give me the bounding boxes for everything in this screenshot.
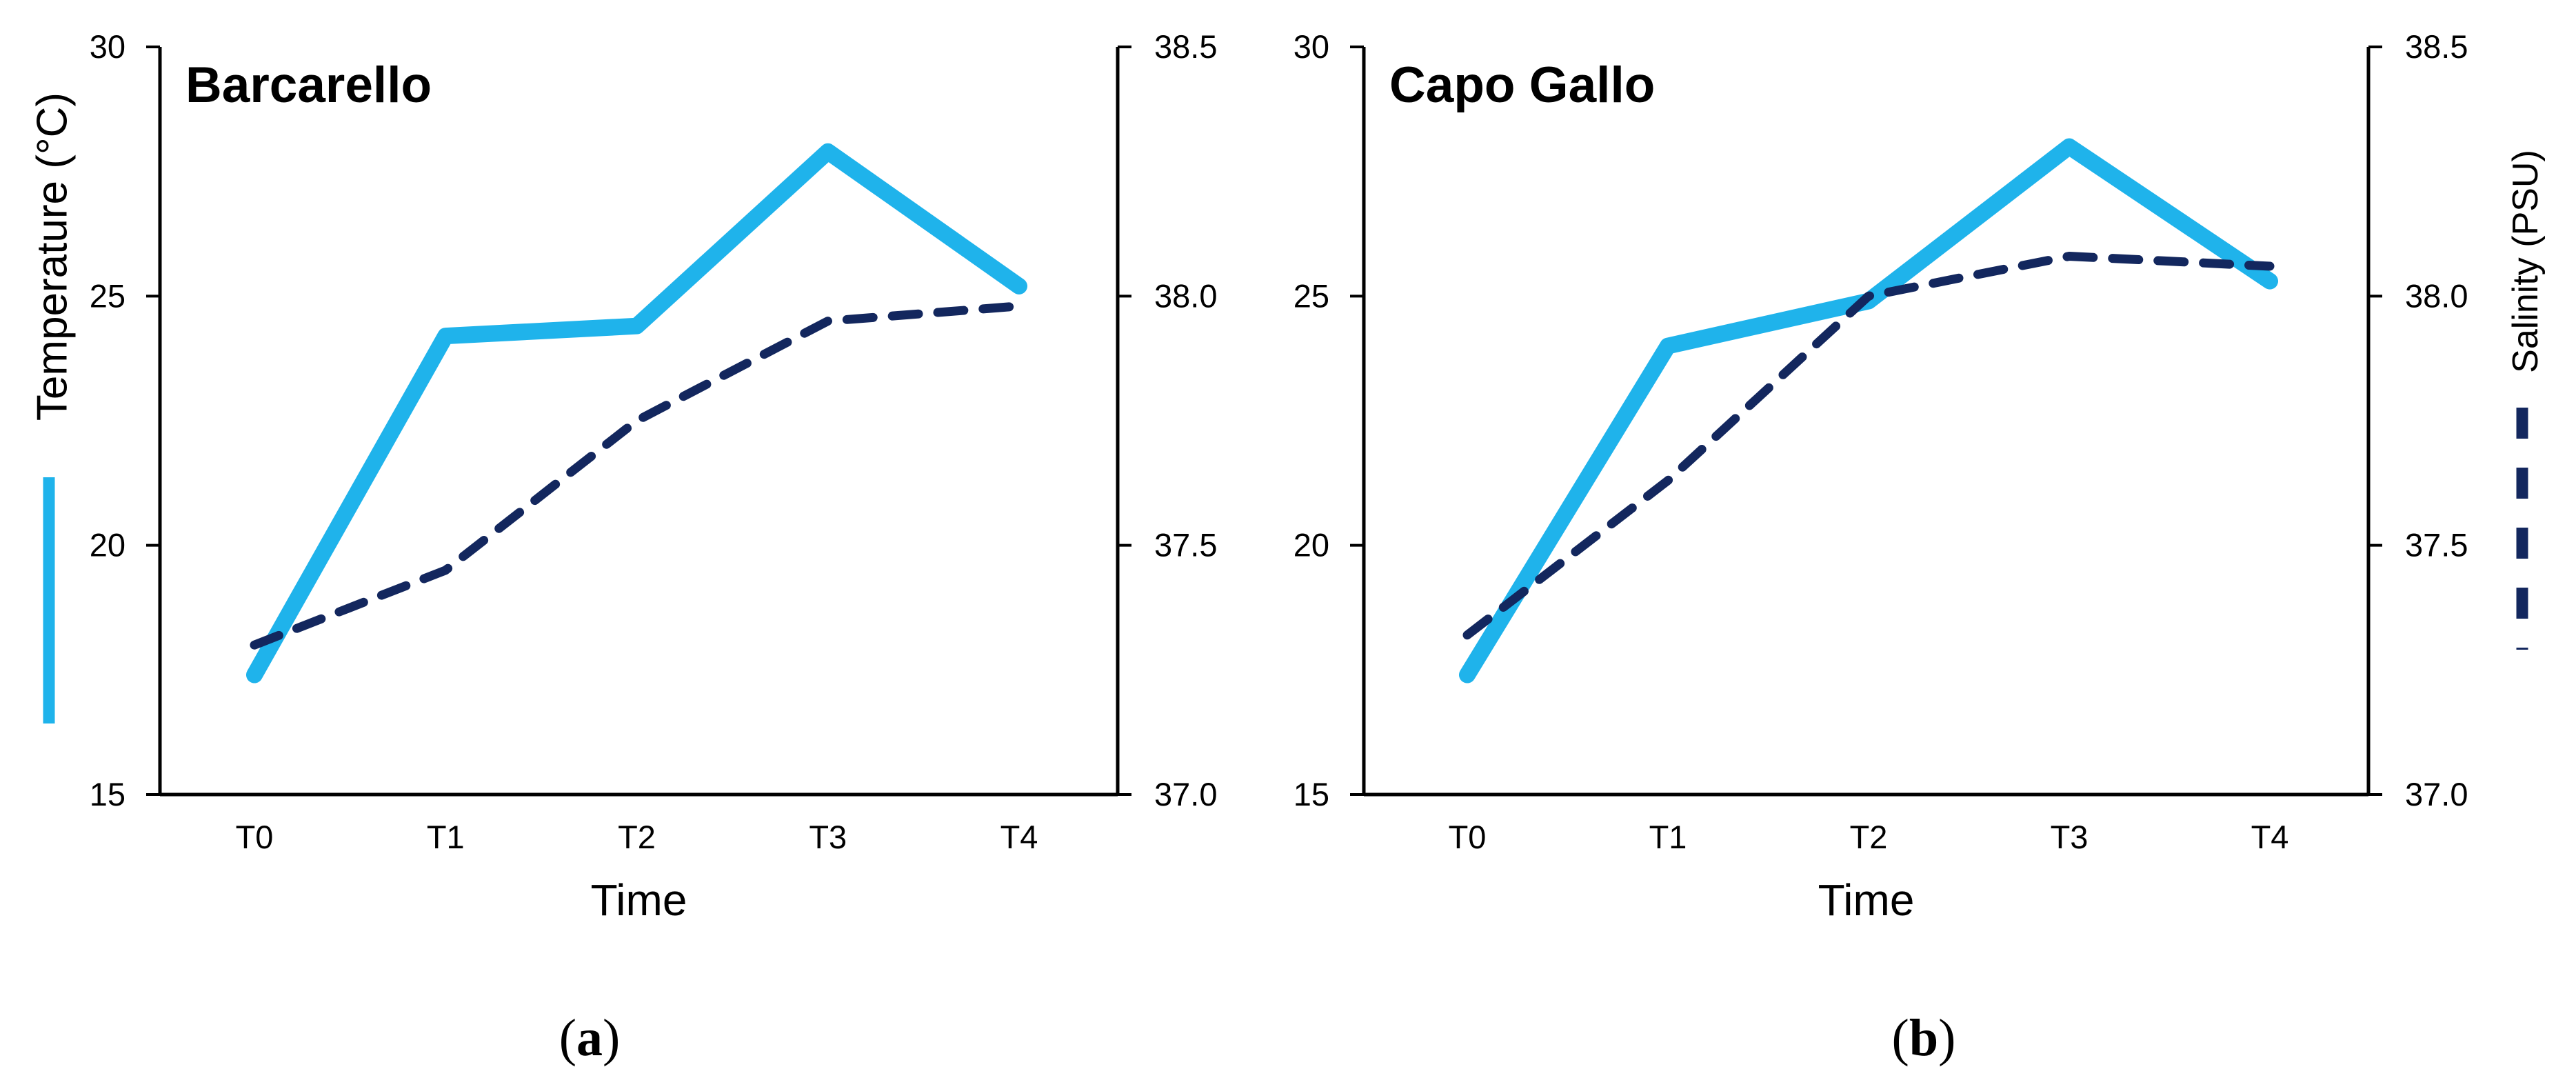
panel-b-left-tick-2: 20 — [1294, 527, 1329, 563]
salinity-axis-label: Salinity (PSU) — [2506, 150, 2546, 373]
panel-b-left-tick-3: 15 — [1294, 776, 1329, 812]
panel-a-right-tick-1: 38.0 — [1154, 277, 1217, 314]
panel-a-cat-3: T3 — [809, 819, 847, 855]
panel-a-xaxis-title: Time — [591, 875, 687, 925]
panel-b-right-tick-3: 37.0 — [2405, 776, 2468, 812]
panel-b-cat-2: T2 — [1850, 819, 1888, 855]
panel-a-cat-1: T1 — [427, 819, 465, 855]
panel-a-right-tick-2: 37.5 — [1154, 527, 1217, 563]
panel-a: Barcarello 30 25 20 15 38.5 38.0 37.5 37… — [90, 28, 1218, 1067]
panel-a-left-tick-2: 20 — [90, 527, 125, 563]
panel-b-cat-3: T3 — [2051, 819, 2089, 855]
panel-a-shapes — [146, 46, 1131, 797]
panel-a-salinity-line — [250, 301, 1024, 650]
panel-b-caption: (b) — [1892, 1009, 1956, 1067]
panel-a-caption: (a) — [559, 1009, 621, 1067]
panel-a-cat-2: T2 — [618, 819, 656, 855]
panel-b-right-tick-0: 38.5 — [2405, 28, 2468, 65]
panel-b-cat-1: T1 — [1649, 819, 1687, 855]
panel-a-temperature-line — [246, 143, 1027, 683]
panel-b-xaxis-title: Time — [1818, 875, 1915, 925]
panel-b-cat-0: T0 — [1449, 819, 1487, 855]
panel-b: Capo Gallo 30 25 20 15 38.5 38.0 37.5 37… — [1294, 28, 2468, 1067]
panel-b-right-tick-2: 37.5 — [2405, 527, 2468, 563]
temperature-legend-group: Temperature (°C) — [29, 92, 77, 723]
panel-a-left-tick-1: 25 — [90, 277, 125, 314]
panel-b-title: Capo Gallo — [1389, 57, 1655, 113]
salinity-legend-group: Salinity (PSU) — [2506, 150, 2546, 650]
temperature-axis-label: Temperature (°C) — [29, 92, 77, 421]
panel-a-title: Barcarello — [185, 57, 432, 113]
panel-b-cat-4: T4 — [2251, 819, 2289, 855]
panel-b-salinity-line — [1462, 252, 2275, 640]
panel-b-right-tick-1: 38.0 — [2405, 277, 2468, 314]
panel-a-right-tick-3: 37.0 — [1154, 776, 1217, 812]
panel-a-right-tick-0: 38.5 — [1154, 28, 1217, 65]
panel-b-shapes — [1350, 46, 2382, 797]
panel-b-left-tick-1: 25 — [1294, 277, 1329, 314]
panel-a-left-tick-0: 30 — [90, 28, 125, 65]
panel-b-left-tick-0: 30 — [1294, 28, 1329, 65]
panel-b-temperature-line — [1459, 138, 2278, 683]
panel-a-left-tick-3: 15 — [90, 776, 125, 812]
panel-a-cat-0: T0 — [236, 819, 274, 855]
panel-a-cat-4: T4 — [1000, 819, 1038, 855]
